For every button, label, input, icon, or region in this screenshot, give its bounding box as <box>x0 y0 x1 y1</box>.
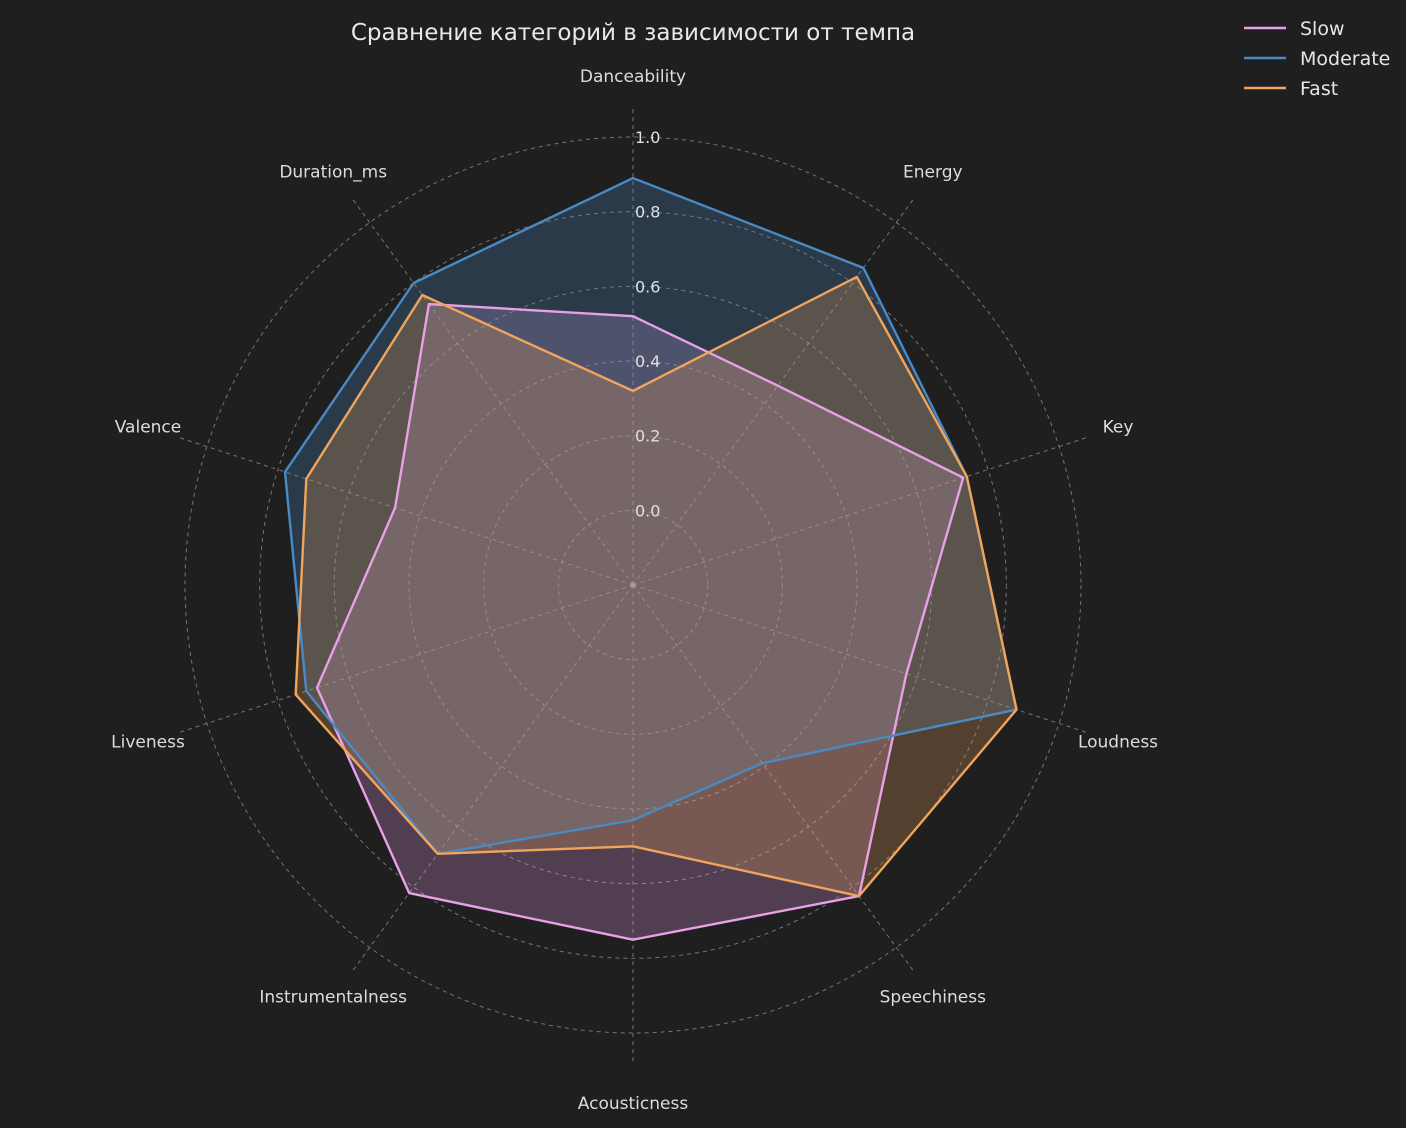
series-line-slow <box>315 302 965 941</box>
radar-series <box>283 176 1018 941</box>
category-label: Acousticness <box>578 1094 689 1114</box>
category-labels: Danceability Energy Key Loudness Speechiness… <box>111 67 1158 1114</box>
radial-tick-label: 0.8 <box>635 203 660 222</box>
category-label: Valence <box>115 417 182 437</box>
radial-tick-label: 0.2 <box>635 427 660 446</box>
chart-title: Сравнение категорий в зависимости от тем… <box>351 20 915 46</box>
radial-tick-label: 0.6 <box>635 277 660 296</box>
radial-tick-label: 1.0 <box>635 128 660 147</box>
grid-circle <box>408 360 858 810</box>
category-label: Danceability <box>580 67 686 87</box>
radial-tick-label: 0.4 <box>635 352 660 371</box>
legend-label: Slow <box>1300 18 1345 40</box>
legend: Slow Moderate Fast <box>1244 18 1390 100</box>
series-line-moderate <box>283 176 1018 855</box>
category-label: Speechiness <box>880 988 986 1008</box>
series-line-fast <box>294 275 1018 898</box>
category-label: Loudness <box>1078 733 1158 753</box>
radial-tick-labels: 0.0 0.2 0.4 0.6 0.8 1.0 <box>635 128 660 520</box>
radial-tick-label: 0.0 <box>635 501 660 520</box>
series-fill-slow <box>317 304 964 940</box>
category-label: Duration_ms <box>279 162 387 182</box>
legend-label: Moderate <box>1300 48 1390 70</box>
center-point <box>630 582 636 588</box>
grid-circle <box>557 509 709 661</box>
series-fill-fast <box>295 276 1017 897</box>
category-label: Key <box>1103 417 1134 437</box>
category-label: Liveness <box>111 733 185 753</box>
series-fill-moderate <box>285 178 1017 854</box>
category-label: Energy <box>903 162 963 182</box>
grid-circle <box>483 435 783 735</box>
category-label: Instrumentalness <box>259 988 407 1008</box>
legend-label: Fast <box>1300 78 1338 100</box>
grid-circle <box>184 136 1082 1034</box>
grid-circle <box>259 211 1007 959</box>
